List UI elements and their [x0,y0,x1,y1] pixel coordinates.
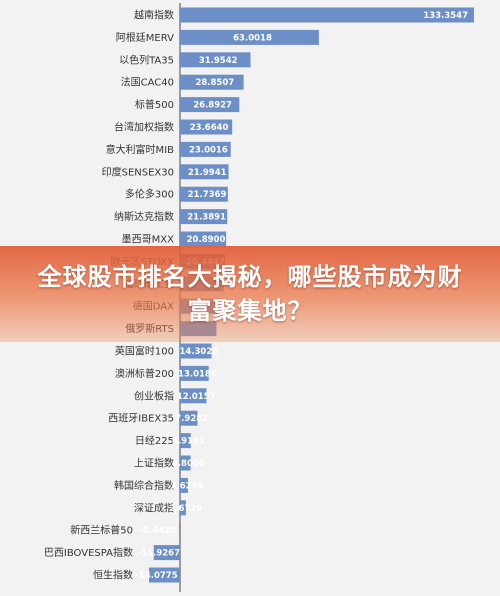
value-label-10: 20.8900 [187,235,226,245]
bar-15 [180,343,212,359]
category-label-9: 纳斯达克指数 [114,210,174,223]
bar-10 [180,231,227,247]
value-label-25: -14.0775 [135,571,177,581]
value-label-23: -0.4420 [140,526,176,536]
title-banner: 全球股市排名大揭秘，哪些股市成为财富聚集地？ [0,246,500,342]
value-label-22: 2.6720 [169,504,202,514]
bar-7 [180,164,229,180]
bar-1 [180,29,319,45]
bar-20 [180,455,191,471]
category-label-22: 深证成指 [134,501,174,514]
category-label-25: 恒生指数 [93,569,133,582]
value-label-6: 23.0016 [189,145,228,155]
category-label-1: 阿根廷MERV [116,31,174,44]
bar-18 [180,410,198,426]
bar-17 [180,388,207,404]
category-label-2: 以色列TA35 [119,53,174,66]
bar-9 [180,209,228,225]
bar-16 [180,365,209,381]
value-label-3: 28.8507 [195,78,234,88]
bar-3 [180,74,244,90]
banner-title: 全球股市排名大揭秘，哪些股市成为财富聚集地？ [37,263,463,325]
value-label-8: 21.7369 [188,190,227,200]
category-label-7: 印度SENSEX30 [102,165,174,178]
bar-0 [180,7,474,23]
bar-22 [180,500,186,516]
value-label-17: 12.0157 [177,392,216,402]
value-label-4: 26.8927 [193,101,232,111]
category-label-17: 创业板指 [134,389,174,402]
value-label-1: 63.0018 [233,33,272,43]
value-label-5: 23.6640 [190,123,229,133]
category-label-21: 韩国综合指数 [114,479,174,492]
bar-6 [180,141,231,157]
category-label-5: 台湾加权指数 [114,121,174,134]
category-label-8: 多伦多300 [125,188,174,201]
value-label-0: 133.3547 [423,11,468,21]
bar-23 [179,522,180,538]
value-labels-group: 133.3547 63.0018 31.9542 28.8507 26.8927 23.6… [135,11,468,581]
value-label-16: 13.0186 [178,369,217,379]
value-label-19: 4.9101 [172,437,205,447]
category-label-16: 澳洲标普200 [115,367,174,380]
bar-5 [180,119,233,135]
category-label-10: 墨西哥MXX [122,234,174,246]
category-label-23: 新西兰标普50 [70,524,133,537]
category-label-18: 西班牙IBEX35 [108,413,174,425]
bar-21 [180,477,188,493]
value-label-20: 4.8000 [172,459,205,469]
bar-25 [149,567,180,583]
category-label-24: 巴西IBOVESPA指数 [44,546,133,559]
value-label-2: 31.9542 [199,56,238,66]
bar-24 [153,545,180,561]
bar-4 [180,97,240,113]
category-label-3: 法国CAC40 [121,76,174,89]
bar-19 [180,433,191,449]
category-label-4: 标普500 [135,98,174,111]
category-label-15: 英国富时100 [115,345,174,358]
category-label-6: 意大利富时MIB [106,143,175,156]
bar-8 [180,186,228,202]
value-label-21: 3.6256 [171,481,204,491]
category-label-20: 上证指数 [134,457,174,470]
value-label-9: 21.3891 [187,213,226,223]
value-label-15: 14.3026 [179,347,218,357]
value-label-24: -11.9267 [138,549,180,559]
bar-2 [180,52,251,68]
category-label-0: 越南指数 [134,9,174,22]
value-label-18: 7.9282 [175,414,208,424]
value-label-7: 21.9941 [188,168,227,178]
category-label-19: 日经225 [135,434,174,447]
